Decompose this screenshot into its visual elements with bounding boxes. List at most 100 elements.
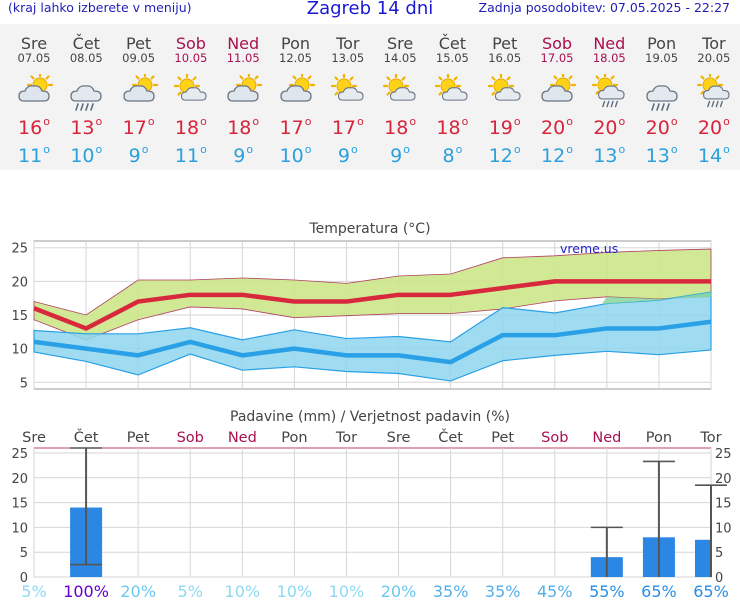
min-temp-line — [33, 319, 712, 365]
day-column: Pet 09.05 17o 9o — [113, 24, 165, 170]
max-temp-value: 18 — [174, 117, 200, 139]
degree-sign: o — [670, 115, 678, 128]
min-temp-value: 9 — [128, 145, 141, 167]
degree-sign: o — [723, 143, 730, 156]
degree-sign: o — [723, 115, 730, 128]
precip-bar — [695, 539, 711, 577]
precip-day-label: Čet — [438, 428, 463, 446]
day-column: Pon 12.05 17o 10o — [270, 24, 322, 170]
max-temp-value: 20 — [541, 117, 566, 139]
min-temp-value: 12 — [488, 145, 513, 167]
day-column: Sre 14.05 18o 9o — [374, 24, 426, 170]
max-temp-value: 20 — [645, 117, 670, 139]
min-temp-value: 11 — [18, 145, 43, 167]
min-temp: 13o — [636, 143, 688, 167]
min-temp-value: 8 — [442, 145, 455, 167]
min-temp-value: 14 — [697, 145, 723, 167]
precip-y-tick-right: 5 — [715, 546, 723, 561]
max-temp: 18o — [217, 115, 269, 139]
min-temp-band — [33, 291, 712, 382]
sun-rain-icon — [696, 74, 730, 108]
degree-sign: o — [403, 143, 410, 156]
precip-y-tick-right: 0 — [715, 571, 723, 586]
day-name: Sob — [175, 34, 206, 53]
degree-sign: o — [566, 143, 573, 156]
sun-cloud-icon — [330, 74, 364, 101]
day-column: Sob 10.05 18o 11o — [165, 24, 217, 170]
day-date: 17.05 — [540, 51, 574, 65]
precip-day-label: Pon — [281, 430, 307, 446]
precip-probability: 55% — [589, 582, 625, 600]
precip-y-tick-left: 20 — [11, 472, 28, 487]
precip-chart-title: Padavine (mm) / Verjetnost padavin (%) — [230, 409, 510, 425]
sun-cloud-icon — [382, 74, 416, 101]
max-temp: 17o — [113, 115, 165, 139]
header-bar: (kraj lahko izberete v meniju) Zagreb 14… — [0, 0, 740, 22]
min-temp: 12o — [531, 143, 583, 167]
day-name: Tor — [702, 34, 726, 53]
temp-y-tick: 15 — [11, 309, 28, 324]
degree-sign: o — [461, 115, 469, 128]
day-column: Ned 18.05 20o 13o — [583, 24, 635, 170]
max-temp-value: 16 — [18, 117, 43, 139]
max-temp-value: 20 — [697, 117, 723, 139]
degree-sign: o — [141, 143, 149, 156]
min-temp-value: 9 — [390, 145, 403, 167]
max-temp: 17o — [322, 115, 374, 139]
max-temp-value: 17 — [331, 117, 357, 139]
precip-probability: 5% — [21, 582, 46, 600]
min-temp: 9o — [113, 143, 165, 167]
min-temp-value: 13 — [645, 145, 670, 167]
last-update-text: Zadnja posodobitev: 07.05.2025 - 22:27 — [478, 0, 730, 15]
min-temp: 13o — [583, 143, 635, 167]
temp-y-tick: 20 — [11, 275, 28, 290]
temp-y-tick: 25 — [11, 242, 28, 257]
day-name: Tor — [336, 34, 360, 53]
degree-sign: o — [95, 115, 103, 128]
degree-sign: o — [200, 115, 207, 128]
day-column: Pet 16.05 19o 12o — [479, 24, 531, 170]
precip-y-tick-left: 25 — [11, 447, 28, 462]
min-temp-value: 13 — [593, 145, 618, 167]
min-temp: 9o — [217, 143, 269, 167]
min-temp-value: 10 — [279, 145, 304, 167]
max-temp: 18o — [374, 115, 426, 139]
precip-day-label: Čet — [74, 428, 99, 446]
precip-probability: 100% — [63, 582, 109, 600]
sun-rain-icon — [592, 74, 625, 108]
max-temp-value: 18 — [436, 117, 461, 139]
min-temp: 8o — [426, 143, 478, 167]
day-date: 14.05 — [383, 51, 417, 65]
day-name: Pet — [492, 34, 518, 53]
partly-cloudy-icon — [18, 74, 53, 102]
min-temp: 9o — [374, 143, 426, 167]
partly-cloudy-icon — [122, 74, 158, 102]
day-name: Sob — [541, 34, 573, 53]
precip-day-label: Sob — [541, 430, 568, 446]
max-temp: 18o — [426, 115, 478, 139]
precip-y-tick-left: 10 — [11, 521, 28, 536]
precip-day-label: Tor — [335, 430, 357, 446]
day-name: Ned — [227, 34, 260, 53]
day-date: 18.05 — [592, 51, 626, 65]
day-name: Pet — [125, 34, 152, 53]
partly-cloudy-icon — [541, 74, 576, 102]
precip-probability: 5% — [178, 582, 203, 600]
degree-sign: o — [566, 115, 573, 128]
day-column: Čet 15.05 18o 8o — [426, 24, 478, 170]
sun-cloud-icon — [487, 74, 521, 101]
min-temp: 14o — [688, 143, 740, 167]
precip-day-label: Tor — [699, 430, 721, 446]
max-temp: 19o — [479, 115, 531, 139]
degree-sign: o — [304, 115, 312, 128]
max-temp: 16o — [8, 115, 60, 139]
precip-plot-area — [33, 447, 712, 578]
precip-probability: 20% — [120, 582, 156, 600]
min-temp: 11o — [8, 143, 60, 167]
precip-y-tick-right: 20 — [715, 472, 732, 487]
degree-sign: o — [670, 143, 678, 156]
precip-day-label: Ned — [228, 430, 257, 446]
location-menu-hint[interactable]: (kraj lahko izberete v meniju) — [8, 0, 192, 15]
day-column: Ned 11.05 18o 9o — [217, 24, 269, 170]
